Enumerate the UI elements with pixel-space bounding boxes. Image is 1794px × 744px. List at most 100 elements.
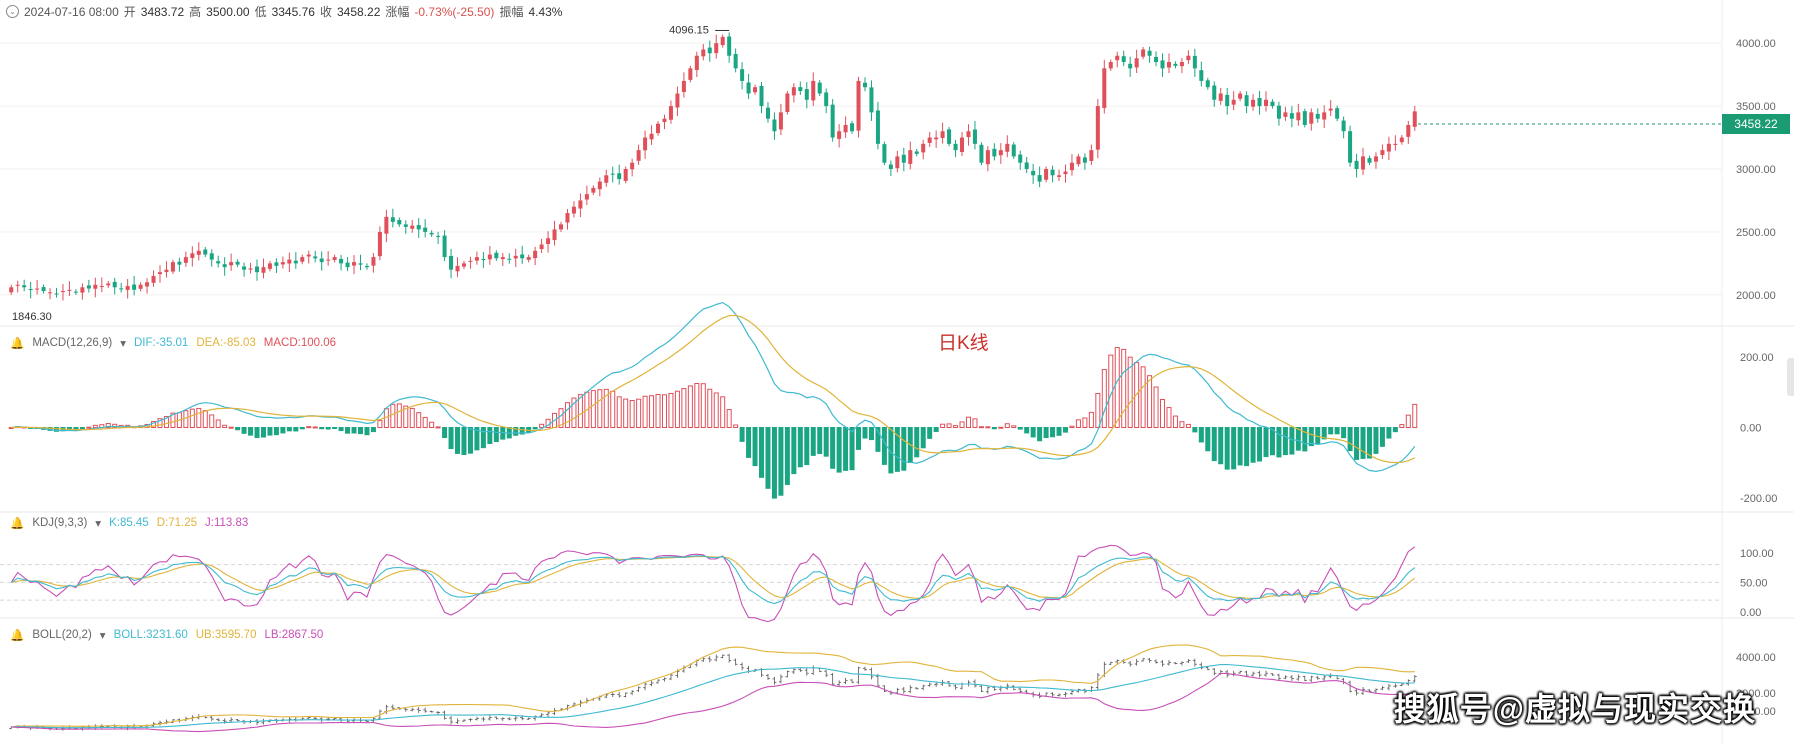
macd-histogram-bar <box>1244 427 1250 467</box>
candle-body <box>410 225 415 229</box>
candle-body <box>688 68 693 80</box>
candle-body <box>558 224 564 230</box>
low-label: 低 <box>254 5 267 19</box>
macd-histogram-bar <box>1366 427 1372 459</box>
macd-histogram-bar <box>1373 427 1379 454</box>
candle-body <box>371 257 376 266</box>
candle-body <box>1147 50 1152 56</box>
candle-body <box>565 213 570 223</box>
boll-middle-band <box>11 664 1415 729</box>
bell-icon[interactable]: 🔔 <box>10 338 25 350</box>
candle-body <box>1069 162 1074 171</box>
candle-body <box>1302 111 1307 125</box>
macd-histogram-bar <box>235 427 241 431</box>
candle-body <box>785 93 790 112</box>
candle-body <box>442 235 447 258</box>
candle-body <box>41 287 46 292</box>
kdj-axis-label: 50.00 <box>1740 577 1768 589</box>
candle-body <box>397 219 402 225</box>
candle-body <box>1154 56 1159 63</box>
candle-body <box>1406 124 1411 137</box>
candle-body <box>830 104 835 138</box>
panel-resize-handle[interactable] <box>1787 358 1794 396</box>
candle-body <box>753 87 758 93</box>
candle-body <box>1199 70 1204 81</box>
candle-body <box>384 216 389 234</box>
candle-body <box>1082 157 1087 163</box>
macd-histogram-bar <box>616 396 622 429</box>
macd-histogram-bar <box>480 427 486 449</box>
candle-body <box>921 143 926 153</box>
candle-body <box>461 263 466 267</box>
candle-body <box>662 118 667 123</box>
macd-histogram-bar <box>830 427 836 469</box>
kdj-k: K:85.45 <box>109 517 149 529</box>
macd-histogram-bar <box>1289 427 1295 455</box>
macd-histogram-bar <box>720 396 726 428</box>
macd-histogram-bar <box>1043 427 1049 439</box>
candle-body <box>578 200 583 209</box>
candle-body <box>798 87 803 91</box>
candle-body <box>791 87 796 96</box>
macd-histogram-bar <box>694 383 700 428</box>
candle-body <box>1361 156 1366 170</box>
macd-dif: DIF:-35.01 <box>134 337 189 349</box>
header-date: 2024-07-16 08:00 <box>24 4 119 19</box>
daily-kline-label: 日K线 <box>938 333 989 354</box>
candle-body <box>358 263 363 265</box>
candle-body <box>765 107 770 119</box>
kdj-name: KDJ(9,3,3) <box>32 517 88 529</box>
caret-down-icon[interactable]: ▾ <box>99 630 106 642</box>
macd-histogram-bar <box>940 423 946 428</box>
candle-body <box>1270 101 1275 107</box>
macd-histogram-bar <box>1354 427 1360 460</box>
watermark-text: 搜狐号@虚拟与现实交换 <box>1393 691 1756 727</box>
candle-body <box>1108 62 1113 69</box>
open-label: 开 <box>123 5 136 19</box>
macd-histogram-bar <box>1302 427 1308 452</box>
boll-axis-label: 2500.00 <box>1736 706 1776 718</box>
bell-icon[interactable]: 🔔 <box>10 630 25 642</box>
boll-axis-label: 3000.00 <box>1736 688 1776 700</box>
candle-body <box>209 253 214 260</box>
macd-histogram-bar <box>429 421 435 429</box>
macd-histogram-bar <box>92 424 98 429</box>
price-axis-label: 3000.00 <box>1736 164 1776 176</box>
candle-body <box>132 284 137 290</box>
macd-histogram-bar <box>539 423 545 429</box>
macd-histogram-bar <box>1004 423 1010 428</box>
candle-body <box>403 224 408 227</box>
macd-histogram-bar <box>1334 427 1340 435</box>
macd-histogram-bar <box>784 427 790 485</box>
candle-body <box>882 144 887 163</box>
macd-histogram-bar <box>1386 427 1392 439</box>
close-value: 3458.22 <box>336 4 381 19</box>
candle-body <box>390 217 395 222</box>
macd-histogram-bar <box>1160 399 1166 429</box>
candle-body <box>643 137 648 151</box>
macd-histogram-bar <box>998 426 1004 429</box>
macd-histogram-bar <box>836 427 842 473</box>
candle-body <box>125 286 130 290</box>
candle-body <box>177 261 182 265</box>
candle-body <box>455 265 460 272</box>
macd-histogram-bar <box>442 427 448 439</box>
bell-icon[interactable]: 🔔 <box>10 518 25 530</box>
macd-header: 🔔 MACD(12,26,9) ▾ DIF:-35.01 DEA:-85.03 … <box>10 336 336 350</box>
caret-down-icon[interactable]: ▾ <box>95 518 102 530</box>
macd-histogram-bar <box>610 390 616 429</box>
price-axis-label: 2500.00 <box>1736 227 1776 239</box>
caret-down-icon[interactable]: ▾ <box>120 338 126 350</box>
macd-histogram-bar <box>299 427 305 430</box>
chevron-circle-icon[interactable]: ⌄ <box>6 5 19 18</box>
macd-histogram-bar <box>222 424 228 428</box>
candle-body <box>203 249 208 255</box>
candle-body <box>1057 175 1062 177</box>
candle-body <box>474 257 479 261</box>
macd-name: MACD(12,26,9) <box>32 337 113 349</box>
macd-histogram-bar <box>778 427 784 496</box>
candle-body <box>1373 156 1378 162</box>
macd-histogram-bar <box>1192 427 1198 433</box>
macd-histogram-bar <box>875 427 881 452</box>
